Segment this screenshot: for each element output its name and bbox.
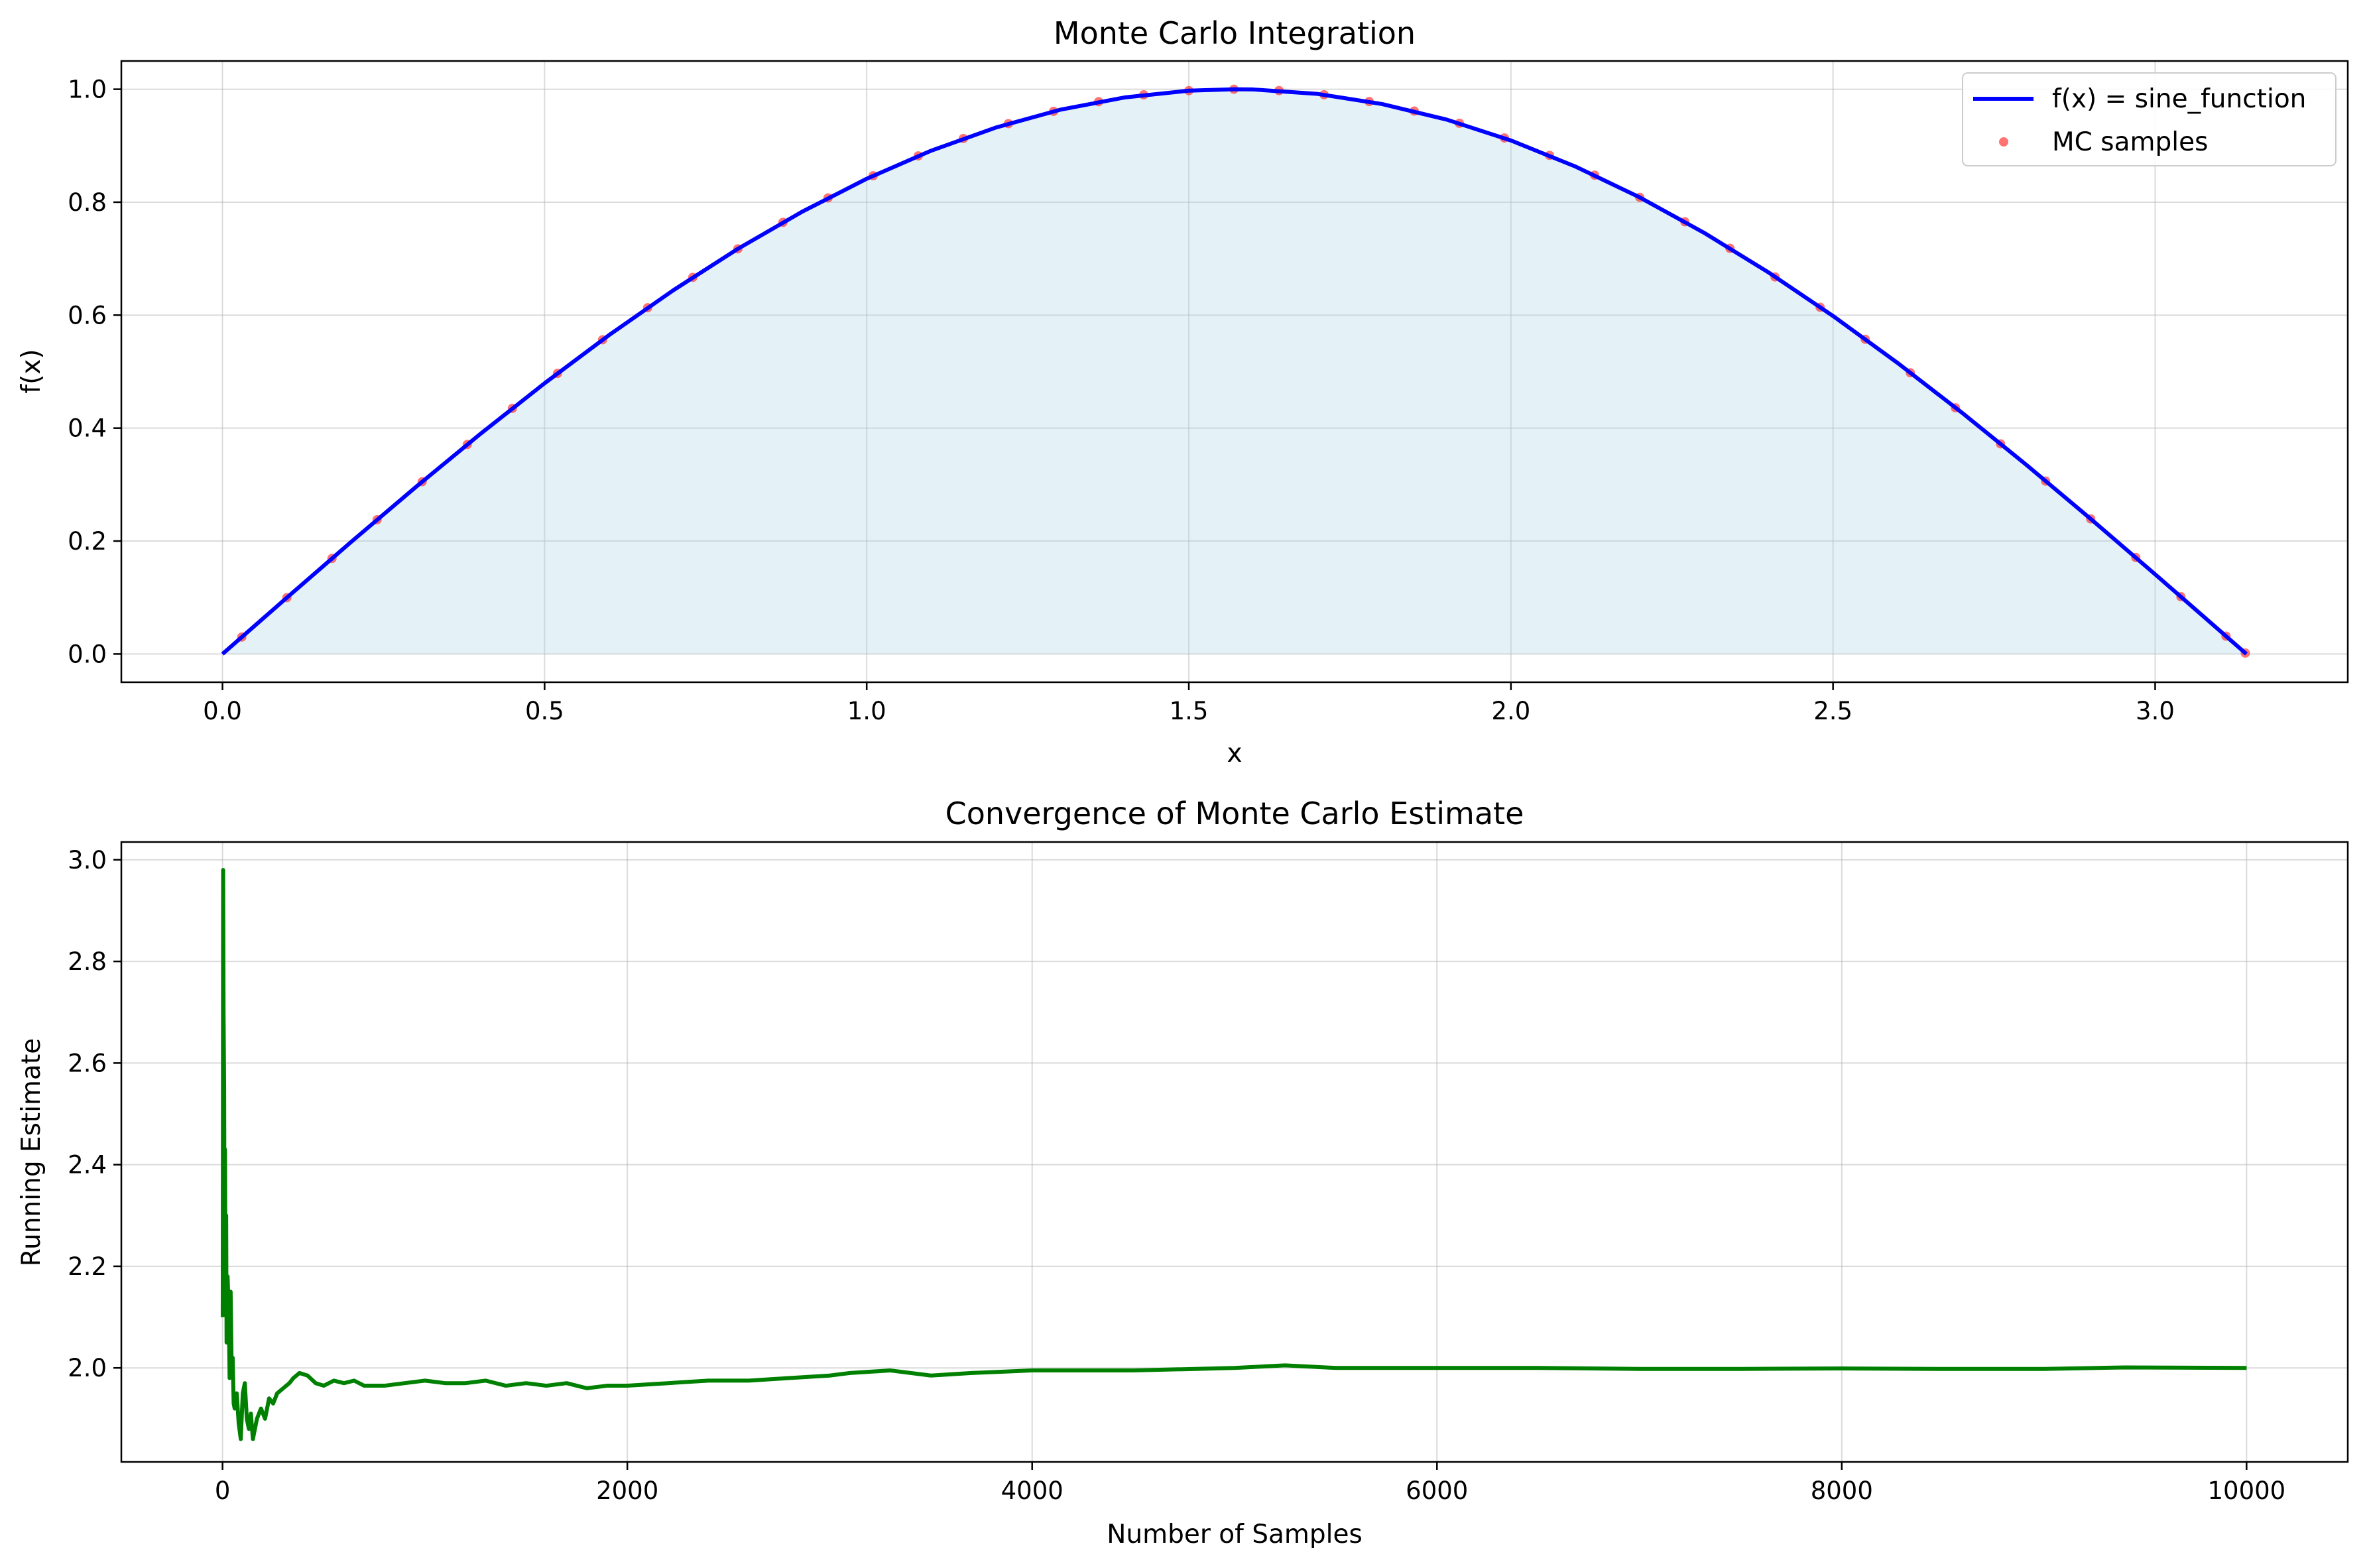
bottom-chart-y-ticks: 2.0 2.2 2.4 2.6 2.8 3.0 (68, 846, 121, 1382)
top-chart-grid (121, 61, 2348, 682)
y-tick-label: 2.2 (68, 1252, 107, 1281)
bottom-chart-x-axis-label: Number of Samples (1107, 1520, 1363, 1549)
area-fill-under-curve (222, 89, 2247, 654)
running-estimate-line (220, 868, 2247, 1441)
x-tick-label: 0 (215, 1477, 231, 1505)
x-tick-label: 6000 (1406, 1477, 1468, 1505)
y-tick-label: 1.0 (68, 76, 107, 104)
y-tick-label: 0.8 (68, 188, 107, 217)
y-tick-label: 2.6 (68, 1049, 107, 1077)
y-tick-label: 2.4 (68, 1151, 107, 1179)
legend-label-curve: f(x) = sine_function (2052, 84, 2306, 114)
x-tick-label: 0.0 (203, 697, 242, 725)
bottom-chart-frame (120, 841, 2349, 1463)
bottom-chart-plot-area (220, 868, 2247, 1441)
x-tick-label: 0.5 (525, 697, 564, 725)
x-tick-label: 2.5 (1813, 697, 1852, 725)
bottom-chart-title: Convergence of Monte Carlo Estimate (945, 796, 1524, 831)
y-tick-label: 2.0 (68, 1354, 107, 1382)
x-tick-label: 4000 (1001, 1477, 1063, 1505)
y-tick-label: 0.0 (68, 640, 107, 668)
y-tick-label: 3.0 (68, 846, 107, 874)
top-chart-frame (120, 60, 2349, 684)
y-tick-label: 2.8 (68, 947, 107, 976)
x-tick-label: 1.0 (847, 697, 886, 725)
top-chart-x-ticks: 0.0 0.5 1.0 1.5 2.0 2.5 3.0 (203, 682, 2175, 725)
bottom-chart: Convergence of Monte Carlo Estimate 0 200… (17, 796, 2349, 1549)
top-chart-y-axis-label: f(x) (17, 349, 46, 393)
x-tick-label: 1.5 (1170, 697, 1209, 725)
y-tick-label: 0.6 (68, 301, 107, 330)
x-tick-label: 10000 (2208, 1477, 2286, 1505)
x-tick-label: 3.0 (2136, 697, 2175, 725)
top-chart-y-ticks: 0.0 0.2 0.4 0.6 0.8 1.0 (68, 76, 121, 668)
function-curve-line (221, 87, 2248, 656)
top-chart-plot-area (221, 84, 2250, 658)
top-chart-legend: f(x) = sine_function MC samples (1962, 72, 2337, 166)
legend-marker-swatch (1999, 137, 2008, 147)
bottom-chart-y-axis-label: Running Estimate (17, 1038, 46, 1266)
x-tick-label: 2000 (596, 1477, 658, 1505)
y-tick-label: 0.4 (68, 414, 107, 443)
top-chart: Monte Carlo Integration 0.0 0.5 1.0 1.5 2.0 2… (17, 15, 2349, 768)
top-chart-title: Monte Carlo Integration (1054, 15, 1416, 51)
bottom-chart-x-ticks: 0 2000 4000 6000 8000 10000 (215, 1462, 2285, 1505)
legend-box (1962, 72, 2337, 166)
y-tick-label: 0.2 (68, 527, 107, 556)
top-chart-x-axis-label: x (1227, 739, 1242, 768)
x-tick-label: 2.0 (1491, 697, 1530, 725)
legend-label-samples: MC samples (2052, 127, 2208, 157)
x-tick-label: 8000 (1811, 1477, 1873, 1505)
